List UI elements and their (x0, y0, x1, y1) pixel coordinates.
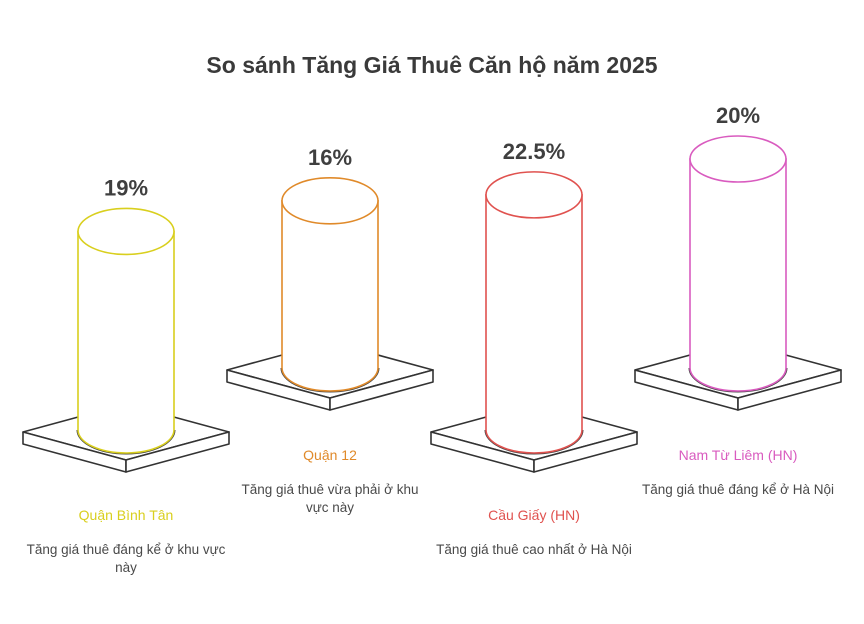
category-description: Tăng giá thuê cao nhất ở Hà Nội (436, 542, 632, 557)
category-description: Tăng giá thuê đáng kể ở khu vực này (26, 542, 226, 575)
data-label: 16% (308, 145, 352, 170)
bar-top-ellipse (77, 207, 175, 256)
bar-2 (281, 200, 379, 392)
bar-top-ellipse (689, 135, 787, 183)
bar-4 (689, 158, 787, 392)
category-description: Tăng giá thuê đáng kể ở Hà Nội (642, 482, 834, 497)
bar-top-ellipse (281, 177, 379, 225)
category-label: Cầu Giấy (HN) (488, 507, 580, 523)
category-description: Tăng giá thuê vừa phải ở khu vực này (241, 482, 419, 515)
platform-right-side (125, 431, 230, 473)
platform-right-side (329, 369, 434, 411)
data-label: 22.5% (503, 139, 565, 164)
category-label: Quận Bình Tân (78, 507, 174, 523)
chart-title: So sánh Tăng Giá Thuê Căn hộ năm 2025 (206, 52, 658, 78)
bar-caption: Quận 12 Tăng giá thuê vừa phải ở khu vực … (230, 446, 430, 517)
bar-group: 19% (22, 175, 230, 473)
bar-1 (77, 230, 175, 454)
category-label: Quận 12 (303, 447, 357, 463)
bar-group: 20% (634, 103, 842, 411)
bar-group: 16% (226, 145, 434, 411)
bar-caption: Nam Từ Liêm (HN) Tăng giá thuê đáng kể ở … (638, 446, 838, 499)
bar-caption: Quận Bình Tân Tăng giá thuê đáng kể ở khu… (26, 506, 226, 577)
bar-caption: Cầu Giấy (HN) Tăng giá thuê cao nhất ở Hà… (434, 506, 634, 559)
bar-3 (485, 194, 583, 454)
bar-top-ellipse (485, 171, 583, 219)
platform-right-side (737, 369, 842, 411)
data-label: 19% (104, 175, 148, 200)
data-label: 20% (716, 103, 760, 128)
bar-group: 22.5% (430, 139, 638, 473)
platform-right-side (533, 431, 638, 473)
category-label: Nam Từ Liêm (HN) (678, 447, 798, 463)
